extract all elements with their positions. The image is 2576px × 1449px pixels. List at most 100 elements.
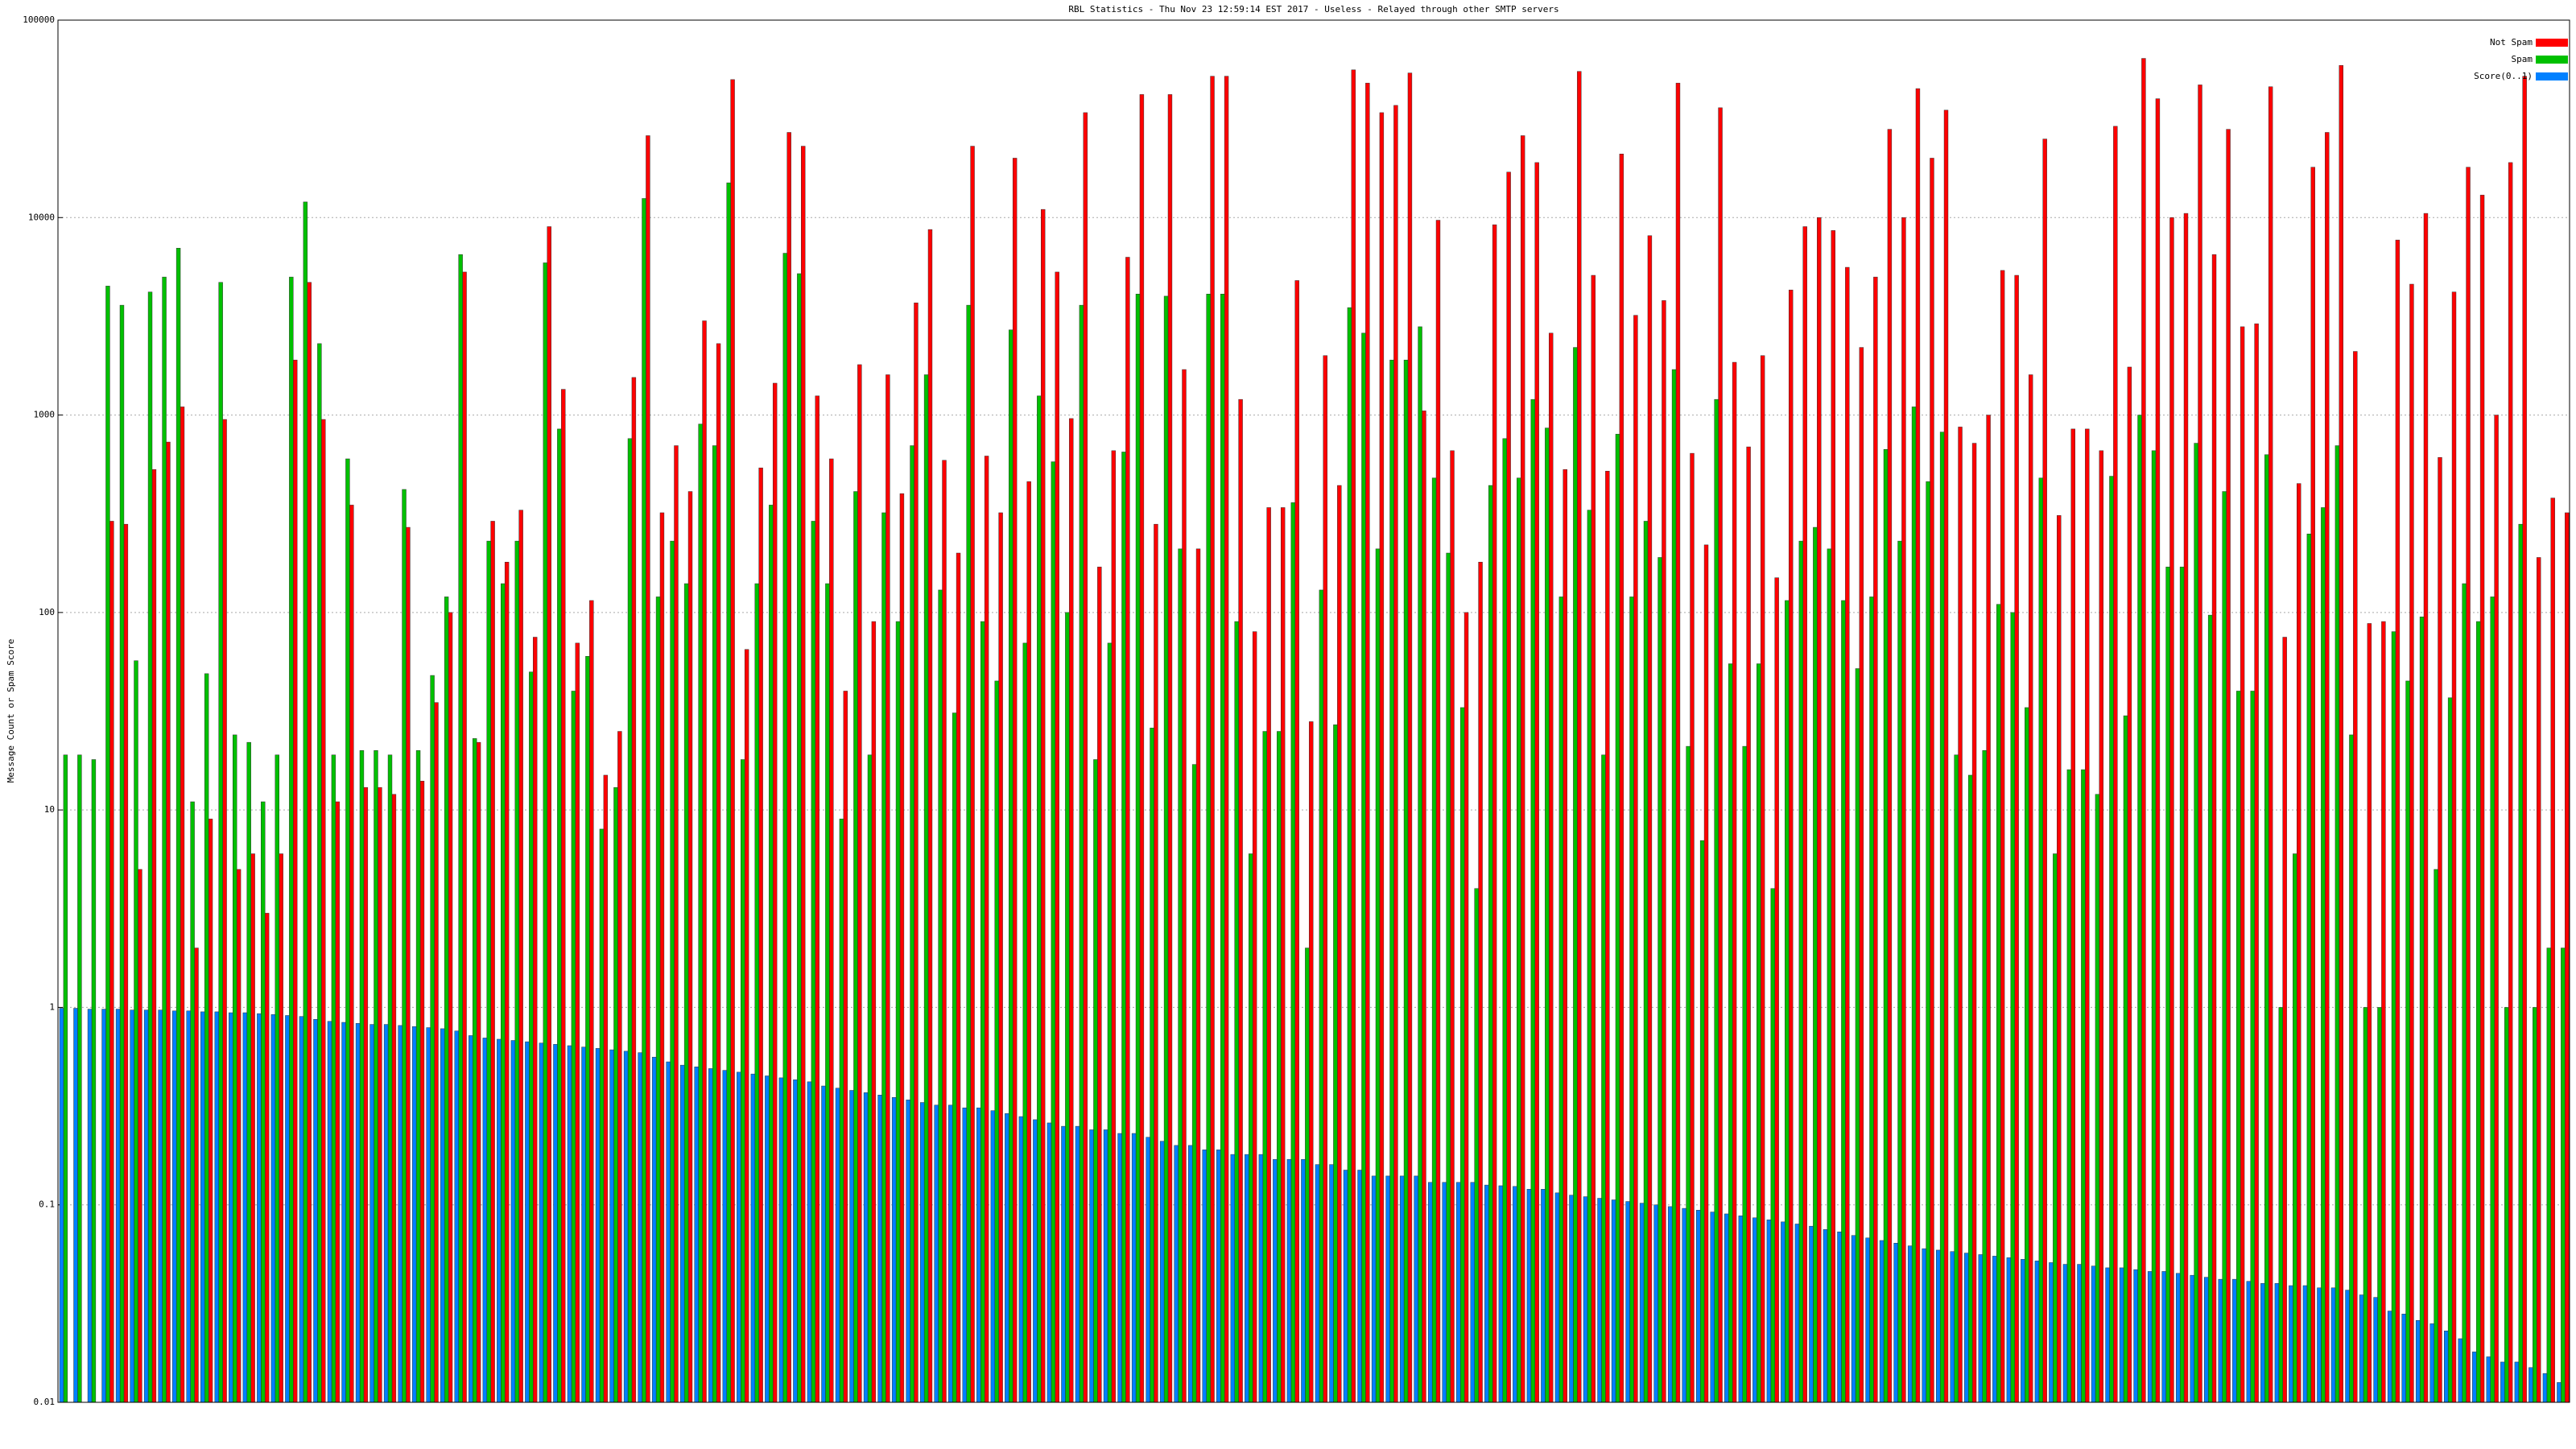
- bar: [712, 445, 717, 1403]
- bar: [1907, 1245, 1913, 1403]
- bar: [2466, 167, 2471, 1403]
- bar: [1893, 1243, 1898, 1403]
- bar: [1277, 731, 1282, 1403]
- bar: [1427, 1182, 1433, 1403]
- bar: [2151, 450, 2157, 1403]
- bar: [786, 132, 791, 1403]
- bar: [303, 201, 308, 1403]
- bar: [1399, 1175, 1405, 1403]
- bar: [1643, 521, 1649, 1403]
- bar: [2194, 443, 2198, 1403]
- bar: [631, 377, 637, 1403]
- bar: [261, 801, 266, 1403]
- bar: [698, 423, 703, 1403]
- bar: [2367, 623, 2372, 1403]
- bar: [2325, 132, 2330, 1403]
- bar: [843, 691, 848, 1403]
- bar: [2550, 497, 2555, 1403]
- bar: [2198, 85, 2202, 1403]
- bar: [1347, 307, 1352, 1403]
- bar: [1329, 1164, 1334, 1403]
- bar: [2317, 1287, 2322, 1403]
- bar: [1337, 485, 1342, 1403]
- bar: [1633, 315, 1638, 1403]
- bar: [938, 589, 943, 1403]
- bar: [2066, 769, 2072, 1403]
- bar: [411, 1026, 417, 1403]
- bar: [906, 1100, 910, 1403]
- bar: [547, 226, 551, 1403]
- bar: [1573, 347, 1578, 1403]
- bar: [1831, 230, 1835, 1403]
- bar: [2334, 445, 2340, 1403]
- bar: [744, 649, 749, 1403]
- bar: [543, 262, 548, 1403]
- bar: [956, 552, 961, 1403]
- bar: [642, 198, 646, 1403]
- bar: [1470, 1182, 1475, 1403]
- legend-label: Not Spam: [2490, 37, 2533, 47]
- bar: [440, 1028, 445, 1403]
- bar: [250, 853, 255, 1403]
- bar: [2070, 428, 2075, 1403]
- bar: [1569, 1195, 1574, 1403]
- bar: [595, 1048, 601, 1403]
- bar: [2529, 1367, 2533, 1403]
- bar: [130, 1009, 134, 1403]
- bar: [2105, 1267, 2110, 1403]
- y-tick-label: 100000: [23, 14, 55, 25]
- bar: [871, 621, 877, 1403]
- bar: [998, 512, 1003, 1403]
- bar: [2127, 366, 2132, 1403]
- bar: [87, 1009, 93, 1403]
- bar: [134, 660, 138, 1403]
- bar: [1502, 438, 1507, 1403]
- bar: [1107, 642, 1113, 1403]
- bar: [801, 146, 806, 1403]
- bar: [1657, 557, 1662, 1403]
- bar: [497, 1038, 502, 1403]
- bar: [472, 738, 477, 1403]
- bar: [171, 1010, 177, 1403]
- bar: [229, 1012, 233, 1403]
- bar: [962, 1107, 967, 1403]
- bar: [138, 869, 142, 1403]
- bar: [1541, 1189, 1546, 1403]
- bar: [1954, 754, 1959, 1403]
- bar: [702, 320, 707, 1403]
- bar: [2429, 1323, 2434, 1403]
- bar: [369, 1024, 374, 1403]
- bar: [147, 291, 153, 1403]
- bar: [2137, 415, 2142, 1403]
- bar: [1079, 304, 1084, 1403]
- bar: [1869, 597, 1874, 1403]
- bar: [2113, 126, 2118, 1403]
- bar: [1202, 1150, 1207, 1403]
- bar: [2264, 454, 2269, 1403]
- bar: [232, 734, 237, 1403]
- bar: [934, 1104, 939, 1403]
- bar: [293, 359, 298, 1403]
- bar: [994, 680, 999, 1403]
- bar: [289, 276, 294, 1403]
- bar: [1131, 1133, 1137, 1403]
- bar: [1220, 294, 1225, 1403]
- bar: [482, 1038, 488, 1403]
- bar: [1046, 1122, 1052, 1403]
- bar: [754, 583, 759, 1403]
- bar: [1139, 94, 1145, 1403]
- bar: [1996, 604, 2001, 1403]
- bar: [1442, 1182, 1447, 1403]
- bar: [194, 947, 199, 1403]
- bar: [327, 1021, 332, 1403]
- bar: [1097, 567, 1102, 1403]
- bar: [2119, 1267, 2124, 1403]
- bar: [1135, 294, 1141, 1403]
- bar: [976, 1107, 981, 1403]
- bar: [200, 1011, 205, 1403]
- bar: [1238, 398, 1243, 1403]
- bar: [1887, 129, 1893, 1403]
- bar: [2222, 491, 2227, 1403]
- bar: [2310, 167, 2315, 1403]
- bar: [2099, 450, 2104, 1403]
